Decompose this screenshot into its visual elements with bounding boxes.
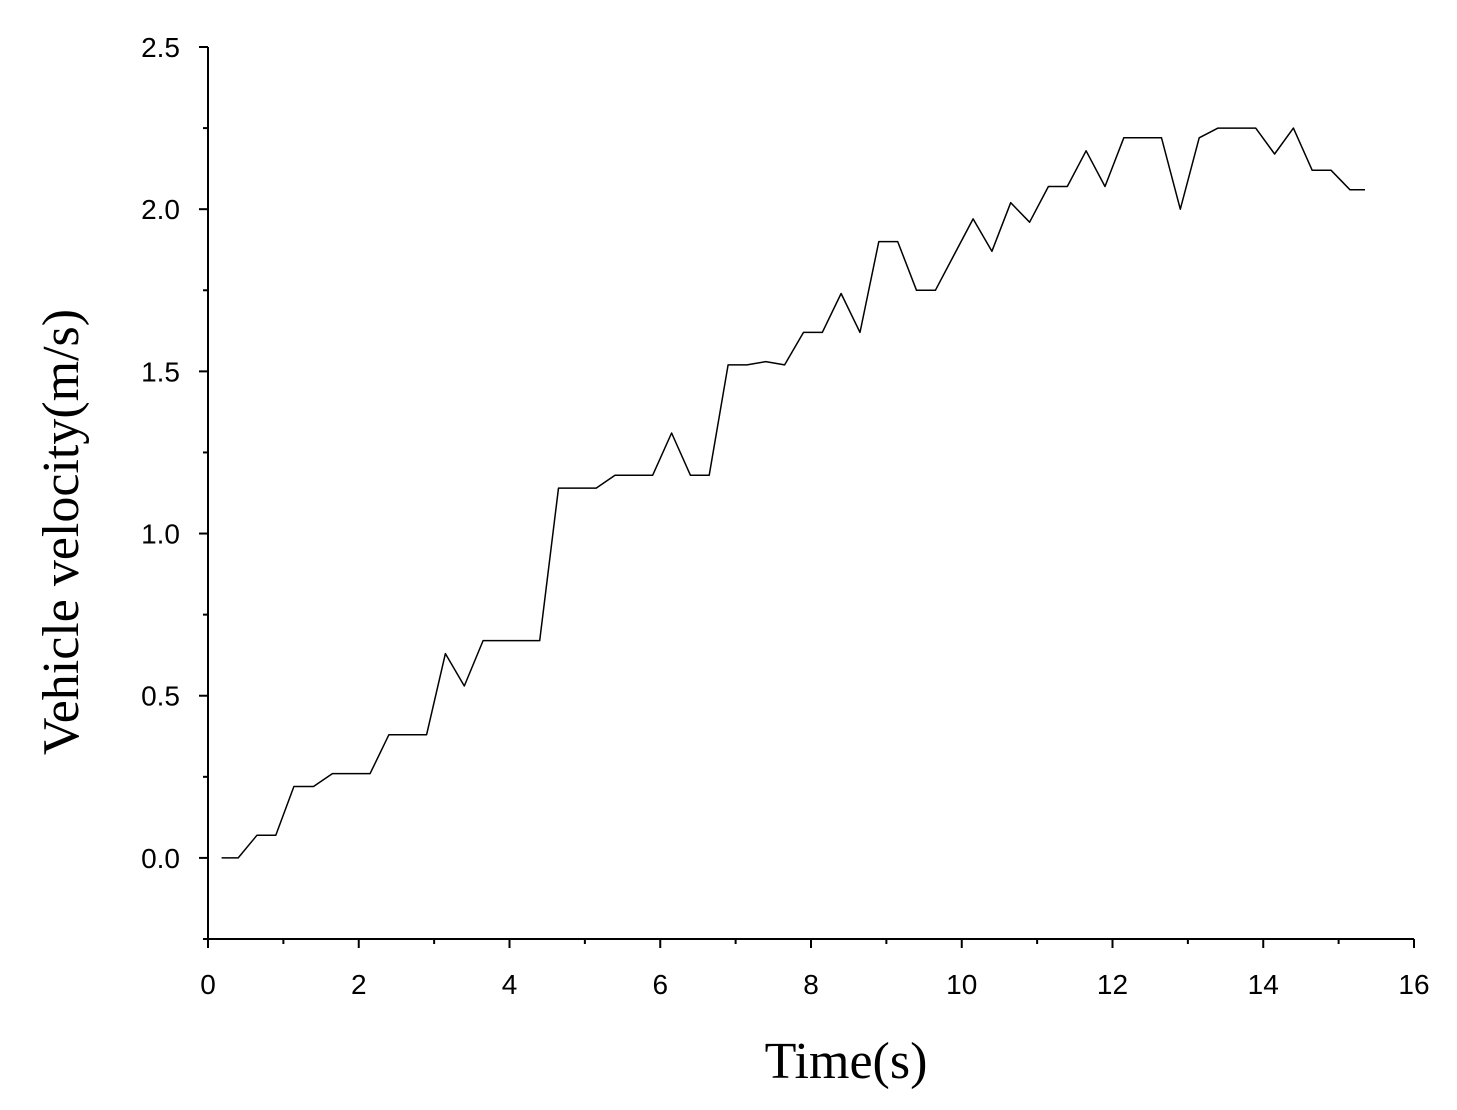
y-tick-label: 1.5 xyxy=(141,356,180,387)
x-tick-label: 0 xyxy=(200,969,216,1000)
y-tick-label: 0.0 xyxy=(141,843,180,874)
y-tick-label: 1.0 xyxy=(141,519,180,550)
x-tick-label: 10 xyxy=(946,969,977,1000)
x-tick-label: 4 xyxy=(502,969,518,1000)
x-tick-label: 14 xyxy=(1248,969,1279,1000)
x-axis-ticks xyxy=(207,939,1415,948)
x-tick-label: 8 xyxy=(803,969,819,1000)
x-tick-label: 12 xyxy=(1097,969,1128,1000)
y-axis-ticks xyxy=(199,46,208,940)
x-tick-label: 6 xyxy=(652,969,668,1000)
series-line xyxy=(221,127,1365,859)
y-tick-label: 2.0 xyxy=(141,194,180,225)
series-group xyxy=(221,127,1365,859)
y-tick-label: 2.5 xyxy=(141,32,180,63)
x-tick-label: 2 xyxy=(351,969,367,1000)
y-axis-title: Vehicle velocity(m/s) xyxy=(33,309,90,755)
y-tick-label: 0.5 xyxy=(141,681,180,712)
x-tick-label: 16 xyxy=(1398,969,1429,1000)
x-axis-title: Time(s) xyxy=(765,1033,928,1090)
y-axis-tick-labels: 0.0 0.5 1.0 1.5 2.0 2.5 xyxy=(141,32,180,874)
x-axis-tick-labels: 0 2 4 6 8 10 12 14 16 xyxy=(200,969,1429,1000)
